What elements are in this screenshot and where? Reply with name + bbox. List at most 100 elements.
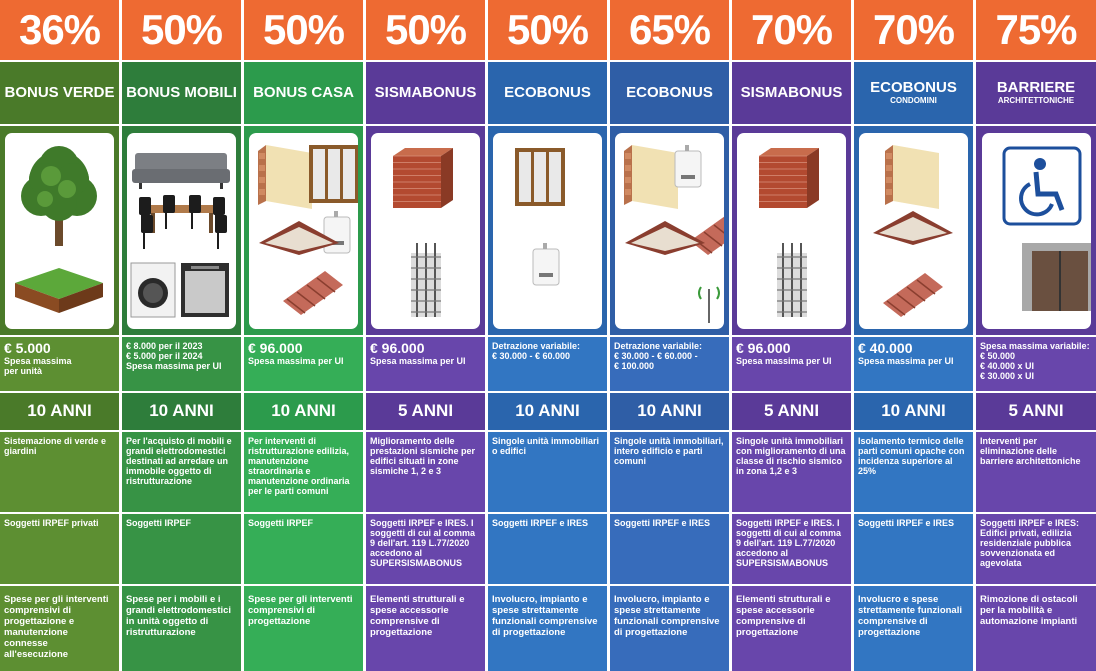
roof-icon xyxy=(883,272,943,317)
amount-notes: Spesa massima per UI xyxy=(370,356,481,366)
ceiling-icon xyxy=(873,210,953,245)
percent-header: 70% xyxy=(732,0,851,60)
subjects-cell: Soggetti IRPEF xyxy=(244,513,363,584)
amount-cell: € 96.000 Spesa massima per UI xyxy=(366,336,485,391)
dishwasher-icon xyxy=(181,262,229,317)
percent-header: 50% xyxy=(488,0,607,60)
amount-note: Spesa massima per UI xyxy=(736,355,832,366)
illustration-cell xyxy=(488,126,607,335)
amount-cell: € 96.000 Spesa massima per UI xyxy=(732,336,851,391)
illustration-cell xyxy=(366,126,485,335)
amount-note: € 30.000 x UI xyxy=(980,370,1035,381)
percent-header: 50% xyxy=(122,0,241,60)
amount-note: per unità xyxy=(4,365,43,376)
expenses-cell: Spese per gli interventi comprensivi di … xyxy=(0,585,119,671)
duration-cell: 10 ANNI xyxy=(122,392,241,431)
duration-cell: 5 ANNI xyxy=(732,392,851,431)
bonus-column-8: 70% ECOBONUS CONDOMINI € 40.000 Spesa ma… xyxy=(854,0,973,671)
duration-cell: 10 ANNI xyxy=(244,392,363,431)
bonus-title-cell: BONUS VERDE xyxy=(0,61,119,125)
bonus-title-cell: SISMABONUS xyxy=(732,61,851,125)
expenses-cell: Elementi strutturali e spese accessorie … xyxy=(366,585,485,671)
amount-value: € 96.000 xyxy=(736,339,791,356)
amount-cell: Detrazione variabile: € 30.000 - € 60.000… xyxy=(610,336,729,391)
subjects-cell: Soggetti IRPEF e IRES: Edifici privati, … xyxy=(976,513,1096,584)
bonus-title: ECOBONUS xyxy=(626,84,713,102)
illustration-card xyxy=(859,132,968,329)
subjects-cell: Soggetti IRPEF e IRES xyxy=(854,513,973,584)
amount-notes: Spesa massima per unità xyxy=(4,356,115,376)
subjects-cell: Soggetti IRPEF e IRES xyxy=(610,513,729,584)
amount-note: Spesa massima xyxy=(4,355,72,366)
duration-cell: 10 ANNI xyxy=(488,392,607,431)
amount-note: € 40.000 x UI xyxy=(980,360,1035,371)
dining-table-icon xyxy=(139,194,227,249)
bonus-title: SISMABONUS xyxy=(374,84,477,102)
sofa-icon xyxy=(132,152,230,189)
bonus-title: ECOBONUS xyxy=(504,84,591,102)
bonus-subtitle: CONDOMINI xyxy=(890,96,937,106)
bonus-title-cell: ECOBONUS xyxy=(488,61,607,125)
percent-header: 75% xyxy=(976,0,1096,60)
amount-note: € 5.000 per il 2024 xyxy=(126,350,203,361)
amount-value: € 96.000 xyxy=(248,339,303,356)
illustration-card xyxy=(249,132,358,329)
amount-notes: Spesa massima per UI xyxy=(736,356,847,366)
description-cell: Sistemazione di verde e giardini xyxy=(0,432,119,512)
bonus-title: BONUS CASA xyxy=(253,84,354,102)
amount-note: € 30.000 - € 60.000 - xyxy=(614,350,698,361)
boiler-icon xyxy=(674,144,702,188)
expenses-cell: Spese per gli interventi comprensivi di … xyxy=(244,585,363,671)
amount-note: Detrazione variabile: xyxy=(614,340,703,351)
expenses-cell: Spese per i mobili e i grandi elettrodom… xyxy=(122,585,241,671)
subjects-cell: Soggetti IRPEF xyxy=(122,513,241,584)
description-cell: Isolamento termico delle parti comuni op… xyxy=(854,432,973,512)
bonus-title-cell: ECOBONUS xyxy=(610,61,729,125)
wall-insulation-icon xyxy=(885,144,939,209)
illustration-cell xyxy=(732,126,851,335)
amount-value: € 5.000 xyxy=(4,339,51,356)
amount-note: Spesa massima per UI xyxy=(858,355,954,366)
amount-note: Spesa massima per UI xyxy=(126,360,222,371)
expenses-cell: Involucro, impianto e spese strettamente… xyxy=(610,585,729,671)
boiler-icon xyxy=(323,210,351,254)
illustration-cell xyxy=(610,126,729,335)
amount-value: € 96.000 xyxy=(370,339,425,356)
amount-notes: Detrazione variabile: € 30.000 - € 60.000 xyxy=(492,341,603,361)
amount-note: Spesa massima per UI xyxy=(248,355,344,366)
window-icon xyxy=(515,147,565,206)
illustration-card xyxy=(981,132,1091,329)
wall-insulation-icon xyxy=(624,144,678,209)
amount-note: € 8.000 per il 2023 xyxy=(126,340,203,351)
bonus-title: BONUS MOBILI xyxy=(126,84,237,102)
percent-header: 65% xyxy=(610,0,729,60)
duration-cell: 10 ANNI xyxy=(0,392,119,431)
ceiling-icon xyxy=(259,220,339,255)
brick-wall-icon xyxy=(393,147,453,208)
description-cell: Singole unità immobiliari con migliorame… xyxy=(732,432,851,512)
amount-notes: Detrazione variabile: € 30.000 - € 60.000… xyxy=(614,341,725,371)
elevator-icon xyxy=(1021,242,1091,311)
wheelchair-icon xyxy=(1002,146,1081,226)
duration-cell: 5 ANNI xyxy=(976,392,1096,431)
amount-cell: € 8.000 per il 2023 € 5.000 per il 2024 Sp… xyxy=(122,336,241,391)
amount-note: € 30.000 - € 60.000 xyxy=(492,350,571,361)
description-cell: Miglioramento delle prestazioni sismiche… xyxy=(366,432,485,512)
rebar-column-icon xyxy=(777,242,807,317)
bonus-title: ECOBONUS xyxy=(870,79,957,97)
illustration-cell xyxy=(244,126,363,335)
ceiling-icon xyxy=(625,220,705,255)
duration-cell: 10 ANNI xyxy=(610,392,729,431)
window-icon xyxy=(309,144,358,203)
expenses-cell: Involucro e spese strettamente funzional… xyxy=(854,585,973,671)
subjects-cell: Soggetti IRPEF e IRES. I soggetti di cui… xyxy=(732,513,851,584)
bonus-column-2: 50% BONUS MOBILI € 8.000 per il 2023 € 5.… xyxy=(122,0,241,671)
wall-insulation-icon xyxy=(258,144,312,209)
illustration-card xyxy=(5,132,114,329)
illustration-card xyxy=(371,132,480,329)
grass-icon xyxy=(15,267,103,313)
bonus-title-cell: BONUS MOBILI xyxy=(122,61,241,125)
duration-cell: 10 ANNI xyxy=(854,392,973,431)
bonus-title: BONUS VERDE xyxy=(4,84,115,102)
